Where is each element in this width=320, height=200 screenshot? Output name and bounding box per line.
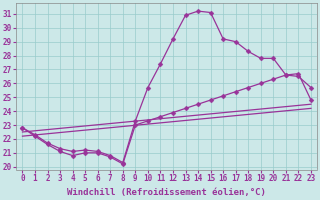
X-axis label: Windchill (Refroidissement éolien,°C): Windchill (Refroidissement éolien,°C) xyxy=(67,188,266,197)
